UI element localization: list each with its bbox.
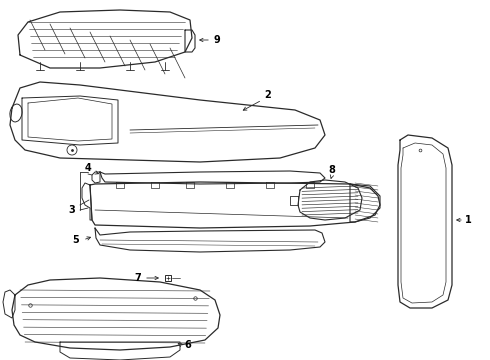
Text: 2: 2 <box>265 90 271 100</box>
Text: 8: 8 <box>329 165 336 175</box>
Text: 9: 9 <box>214 35 220 45</box>
Text: 6: 6 <box>185 340 192 350</box>
Text: 3: 3 <box>69 205 75 215</box>
Text: 4: 4 <box>85 163 91 173</box>
Text: 7: 7 <box>135 273 142 283</box>
Text: 5: 5 <box>73 235 79 245</box>
Text: 1: 1 <box>465 215 471 225</box>
